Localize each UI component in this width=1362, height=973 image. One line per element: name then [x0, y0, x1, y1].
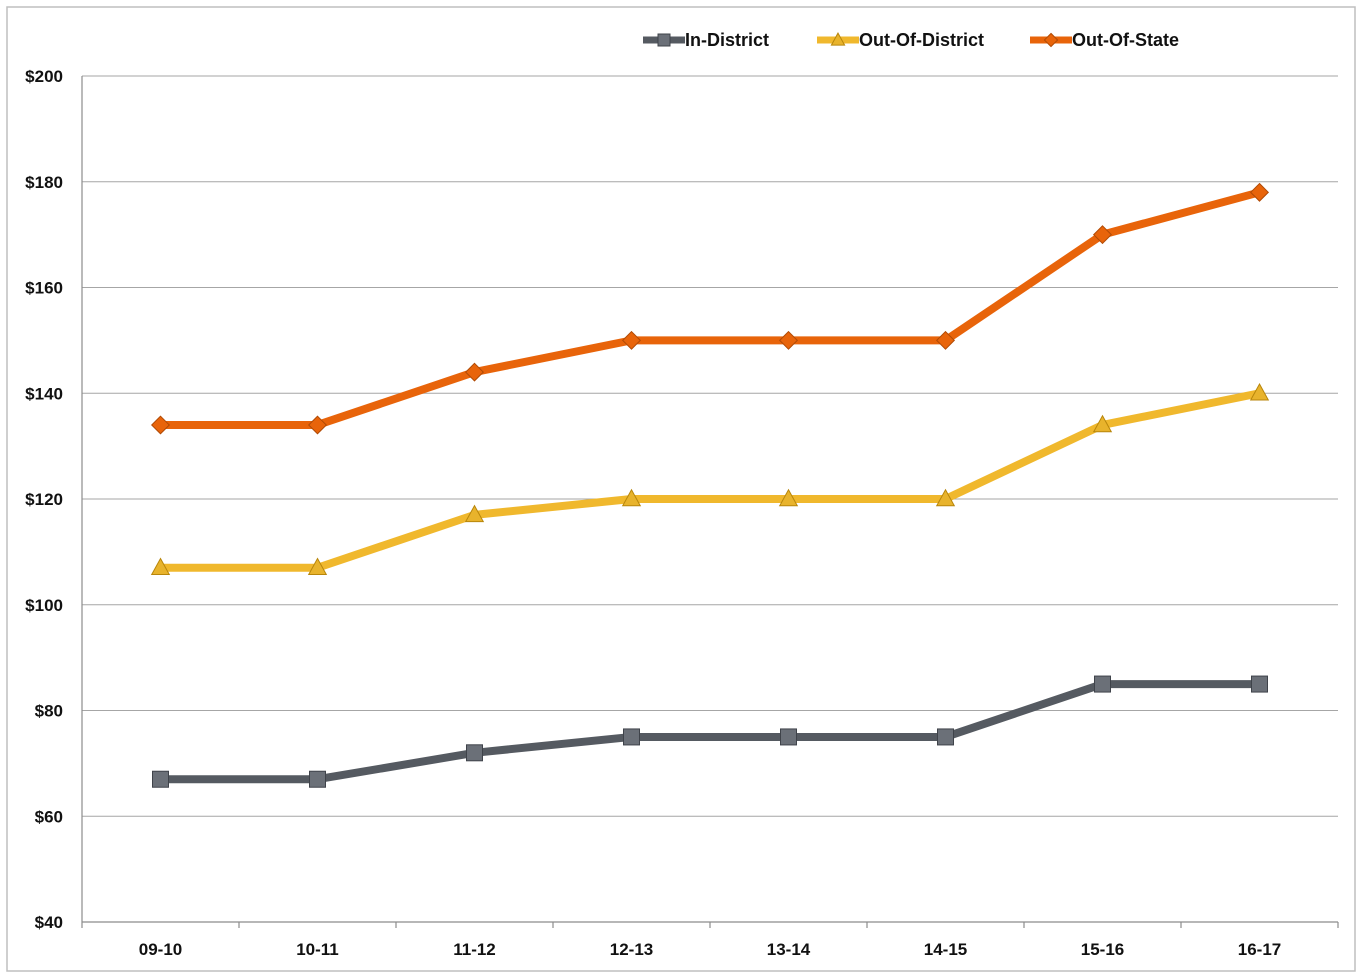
data-point-triangle	[150, 557, 171, 576]
legend-item: Out-Of-State	[1030, 30, 1179, 50]
y-tick-label: $80	[35, 702, 63, 721]
data-point-square	[937, 728, 954, 746]
data-point-square	[309, 770, 326, 788]
y-tick-label: $60	[35, 807, 63, 826]
series-line	[160, 680, 1260, 784]
data-point-square	[152, 770, 169, 788]
data-point-diamond	[1092, 225, 1113, 245]
gridlines	[82, 75, 1338, 817]
legend-label: In-District	[685, 30, 769, 50]
data-point-triangle	[464, 504, 485, 523]
legend-item: Out-Of-District	[817, 30, 984, 50]
data-point-diamond	[464, 362, 485, 382]
data-point-triangle	[621, 488, 642, 507]
x-tick-label: 14-15	[924, 940, 967, 959]
series-in-district	[152, 675, 1268, 788]
axes	[81, 76, 1339, 928]
series-line	[160, 389, 1261, 572]
series-out-of-state	[150, 182, 1270, 435]
x-tick-label: 12-13	[610, 940, 653, 959]
y-tick-label: $180	[25, 173, 63, 192]
data-point-triangle	[1249, 383, 1270, 401]
x-tick-label: 11-12	[453, 940, 496, 959]
chart-border	[6, 6, 1356, 972]
y-tick-label: $160	[25, 279, 63, 298]
x-tick-label: 16-17	[1238, 940, 1281, 959]
data-point-diamond	[307, 415, 328, 435]
data-point-diamond	[621, 330, 642, 350]
series-line	[160, 188, 1261, 429]
x-tick-label: 15-16	[1081, 940, 1124, 959]
y-tick-label: $120	[25, 490, 63, 509]
data-point-diamond	[150, 415, 171, 435]
y-tick-label: $100	[25, 596, 63, 615]
data-point-diamond	[778, 330, 799, 350]
legend-item: In-District	[643, 30, 769, 50]
x-tick-label: 09-10	[139, 940, 182, 959]
y-tick-label: $200	[25, 67, 63, 86]
data-point-square	[623, 728, 640, 746]
data-point-square	[1251, 675, 1268, 693]
y-tick-label: $140	[25, 384, 63, 403]
x-axis-tick-labels: 09-10 10-11 11-12 12-13 13-14 14-15 15-16 16-17	[139, 940, 1281, 959]
data-point-square	[466, 744, 483, 762]
legend: In-District Out-Of-District Out-Of-State	[643, 30, 1179, 50]
data-point-triangle	[778, 488, 799, 507]
data-point-diamond	[1043, 32, 1059, 48]
data-point-diamond	[1249, 182, 1270, 202]
data-point-diamond	[935, 330, 956, 350]
legend-label: Out-Of-State	[1072, 30, 1179, 50]
data-point-triangle	[307, 557, 328, 576]
series-lines	[150, 182, 1270, 788]
data-point-triangle	[935, 488, 956, 507]
y-tick-label: $40	[35, 913, 63, 932]
series-out-of-district	[150, 383, 1270, 576]
data-point-triangle	[1092, 414, 1113, 433]
x-tick-label: 10-11	[296, 940, 339, 959]
data-point-square	[780, 728, 797, 746]
legend-label: Out-Of-District	[859, 30, 984, 50]
y-axis-tick-labels: $40 $60 $80 $100 $120 $140 $160 $180 $200	[25, 67, 63, 932]
data-point-triangle	[830, 32, 846, 46]
data-point-square	[657, 33, 671, 47]
x-tick-label: 13-14	[767, 940, 811, 959]
data-point-square	[1094, 675, 1111, 693]
